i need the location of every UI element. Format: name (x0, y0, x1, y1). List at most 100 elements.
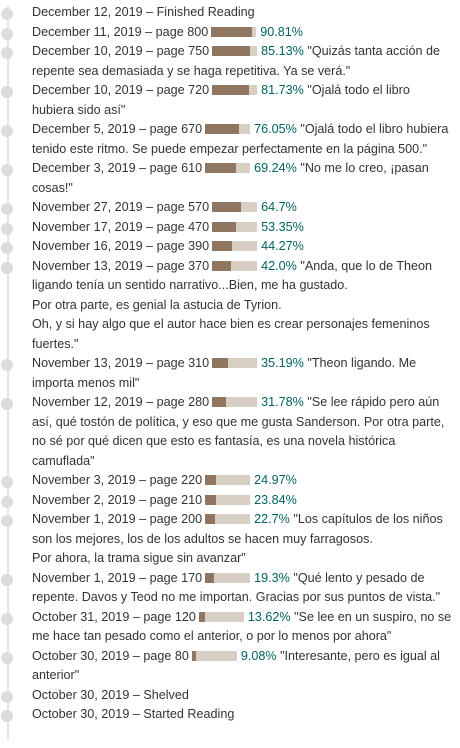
timeline-dot (1, 261, 13, 274)
progress-comment: "Interesante, pero es igual al anterior" (32, 648, 440, 683)
progress-percent: 85.13% (261, 44, 304, 58)
progress-bar-fill (212, 397, 227, 407)
progress-bar (212, 85, 258, 95)
timeline-line (7, 6, 9, 740)
progress-bar (212, 397, 258, 407)
entry-date-page: October 30, 2019 – Started Reading (32, 707, 235, 721)
progress-percent: 76.05% (254, 122, 297, 136)
entry-date-page: November 13, 2019 – page 310 (32, 356, 210, 370)
entry-date-page: December 10, 2019 – page 750 (32, 44, 210, 58)
timeline-entry: October 31, 2019 – page 120 13.62% "Se le… (0, 608, 460, 647)
progress-bar-fill (205, 514, 216, 524)
timeline-dot (1, 27, 13, 40)
progress-bar (212, 202, 258, 212)
entry-date-page: November 1, 2019 – page 200 (32, 512, 203, 526)
timeline-entry: November 1, 2019 – page 170 19.3% "Qué le… (0, 569, 460, 608)
timeline-dot (1, 242, 13, 254)
progress-percent: 90.81% (260, 24, 303, 39)
progress-bar-fill (211, 26, 253, 37)
entry-date-page: November 13, 2019 – page 370 (32, 258, 210, 273)
timeline-entry: December 5, 2019 – page 670 76.05% "Ojalá… (0, 120, 460, 159)
entry-date-page: October 30, 2019 – page 80 (32, 648, 189, 663)
timeline-entry: November 13, 2019 – page 370 42.0% "Anda,… (0, 257, 460, 355)
progress-bar-fill (212, 46, 251, 56)
progress-bar (191, 650, 237, 661)
entry-date-page: October 30, 2019 – Shelved (32, 687, 189, 702)
timeline-entry: December 3, 2019 – page 610 69.24% "No me… (0, 159, 460, 198)
progress-bar (205, 124, 251, 134)
timeline-entry: November 17, 2019 – page 470 53.35% (0, 218, 460, 238)
progress-bar-fill (212, 358, 228, 368)
progress-bar-fill (205, 475, 217, 485)
progress-percent: 31.78% (261, 395, 304, 409)
timeline-dot (1, 495, 13, 508)
timeline-dot (1, 398, 13, 410)
entry-date-page: December 5, 2019 – page 670 (32, 122, 203, 136)
timeline-entry: October 30, 2019 – Started Reading (0, 705, 460, 725)
progress-bar (205, 514, 251, 524)
progress-percent: 9.08% (240, 648, 277, 663)
timeline-entry: December 10, 2019 – page 750 85.13% "Quiz… (0, 42, 460, 81)
progress-bar (205, 572, 251, 583)
timeline-dot (1, 359, 13, 371)
entry-date-page: November 1, 2019 – page 170 (32, 570, 203, 585)
timeline-entry: November 27, 2019 – page 570 64.7% (0, 198, 460, 218)
entry-date-page: November 12, 2019 – page 280 (32, 395, 210, 409)
progress-bar-fill (205, 494, 216, 505)
progress-bar (198, 611, 244, 622)
timeline-dot (1, 222, 13, 235)
timeline-dot (1, 612, 13, 625)
progress-bar (212, 358, 258, 368)
entry-date-page: December 3, 2019 – page 610 (32, 161, 203, 175)
entry-date-page: November 17, 2019 – page 470 (32, 219, 210, 234)
timeline-dot (1, 651, 13, 664)
progress-percent: 24.97% (254, 473, 297, 487)
timeline-entry: November 1, 2019 – page 200 22.7% "Los ca… (0, 510, 460, 569)
progress-percent: 22.7% (254, 512, 290, 526)
progress-comment: "Quizás tanta acción de repente sea dema… (32, 44, 440, 78)
progress-bar-fill (191, 650, 196, 661)
entry-date-page: November 3, 2019 – page 220 (32, 473, 203, 487)
progress-bar-fill (205, 163, 237, 173)
progress-bar (205, 163, 251, 173)
progress-bar-fill (212, 260, 232, 271)
progress-comment: "Qué lento y pesado de repente. Davos y … (32, 570, 441, 605)
progress-comment: "Ojalá todo el libro hubiera sido así" (32, 83, 410, 117)
progress-percent: 13.62% (247, 609, 291, 624)
progress-percent: 19.3% (254, 570, 290, 585)
progress-bar-fill (198, 611, 205, 622)
progress-bar (212, 260, 258, 271)
timeline-dot (1, 164, 13, 176)
progress-comment: "Theon ligando. Me importa menos mil" (32, 356, 417, 390)
timeline-entry: November 16, 2019 – page 390 44.27% (0, 237, 460, 257)
progress-comment: "Los capítulos de los niños son los mejo… (32, 512, 443, 565)
timeline-entry: December 10, 2019 – page 720 81.73% "Ojal… (0, 81, 460, 120)
progress-percent: 64.7% (261, 200, 297, 214)
progress-bar (205, 475, 251, 485)
entry-date-page: December 11, 2019 – page 800 (32, 24, 209, 39)
entry-date-page: December 12, 2019 – Finished Reading (32, 5, 255, 19)
entry-date-page: October 31, 2019 – page 120 (32, 609, 196, 624)
progress-percent: 35.19% (261, 356, 304, 370)
progress-percent: 44.27% (261, 239, 304, 253)
progress-bar-fill (212, 85, 249, 95)
timeline-dot (1, 86, 13, 98)
timeline-dot (1, 125, 13, 137)
progress-comment: "Se lee rápido pero aún así, qué tostón … (32, 395, 445, 468)
timeline-dot (1, 573, 13, 586)
timeline-entry: November 3, 2019 – page 220 24.97% (0, 471, 460, 491)
progress-percent: 23.84% (254, 492, 297, 507)
progress-comment: "Ojalá todo el libro hubiera tenido este… (32, 122, 449, 156)
entry-date-page: November 27, 2019 – page 570 (32, 200, 210, 214)
timeline-dot (1, 203, 13, 215)
progress-bar-fill (205, 572, 214, 583)
progress-percent: 69.24% (254, 161, 297, 175)
progress-bar-fill (212, 241, 233, 251)
entry-date-page: November 2, 2019 – page 210 (32, 492, 203, 507)
timeline-entry: October 30, 2019 – Shelved (0, 686, 460, 706)
timeline-dot (1, 47, 13, 59)
timeline-dot (1, 690, 13, 703)
progress-comment: "Anda, que lo de Theon ligando tenía un … (32, 258, 433, 351)
entry-date-page: December 10, 2019 – page 720 (32, 83, 210, 97)
